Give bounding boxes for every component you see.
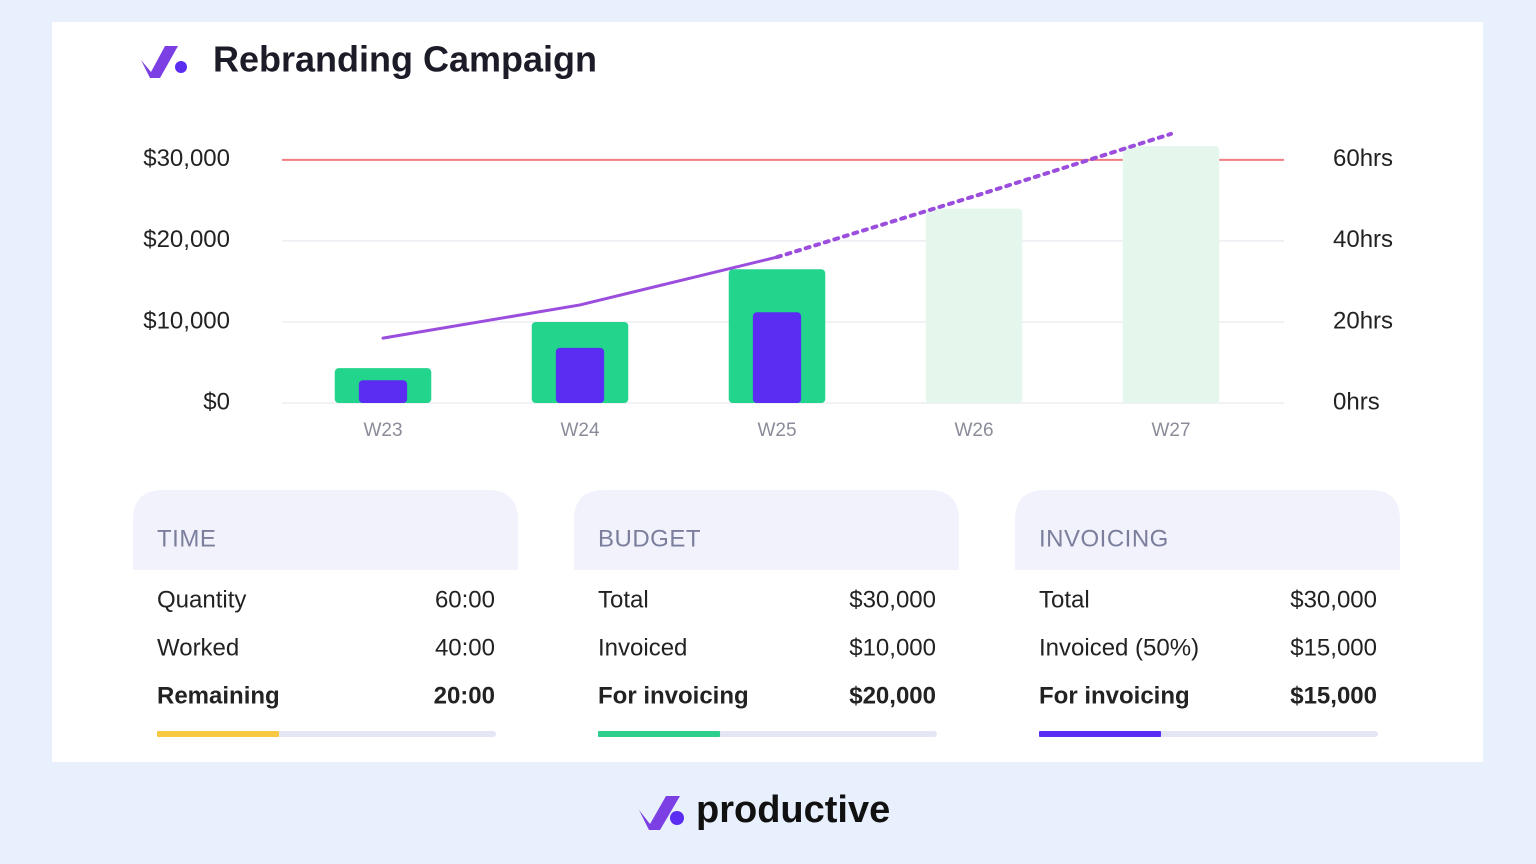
bar — [925, 208, 1023, 403]
row-label: Total — [1039, 586, 1090, 613]
row-label: Invoiced (50%) — [1039, 634, 1199, 661]
panel-header — [574, 490, 959, 570]
x-tick-label: W25 — [757, 420, 796, 441]
row-value: $20,000 — [849, 682, 936, 709]
bar — [358, 380, 408, 403]
bar — [555, 347, 605, 403]
panel-title: INVOICING — [1039, 525, 1169, 552]
row-value: $30,000 — [849, 586, 936, 613]
progress-fill — [1039, 731, 1162, 737]
y-tick-label: $30,000 — [143, 145, 230, 172]
panel-header — [1015, 490, 1400, 570]
panel-title: TIME — [157, 525, 216, 552]
y-tick-label: $10,000 — [143, 307, 230, 334]
line — [381, 255, 779, 340]
row-value: 40:00 — [435, 634, 495, 661]
row-value: $10,000 — [849, 634, 936, 661]
y-tick-label: $20,000 — [143, 226, 230, 253]
panel-title: BUDGET — [598, 525, 701, 552]
x-tick-label: W27 — [1151, 420, 1190, 441]
row-value: $15,000 — [1290, 634, 1377, 661]
row-label: Quantity — [157, 586, 246, 613]
title-logo — [141, 46, 187, 78]
progress-fill — [598, 731, 721, 737]
y2-tick-label: 0hrs — [1333, 388, 1380, 415]
row-label: For invoicing — [598, 682, 749, 709]
x-tick-label: W26 — [954, 420, 993, 441]
row-value: $30,000 — [1290, 586, 1377, 613]
y2-tick-label: 20hrs — [1333, 307, 1393, 334]
line — [775, 131, 1173, 260]
title: Rebranding Campaign — [213, 39, 597, 80]
progress-fill — [157, 731, 280, 737]
y2-tick-label: 60hrs — [1333, 145, 1393, 172]
panel-header — [133, 490, 518, 570]
bar — [1122, 146, 1220, 403]
row-label: For invoicing — [1039, 682, 1190, 709]
row-label: Remaining — [157, 682, 280, 709]
brand: productive — [696, 789, 890, 831]
bar — [752, 312, 802, 403]
x-tick-label: W24 — [560, 420, 600, 441]
row-label: Worked — [157, 634, 239, 661]
y-tick-label: $0 — [203, 388, 230, 415]
row-label: Total — [598, 586, 649, 613]
row-value: 60:00 — [435, 586, 495, 613]
row-value: $15,000 — [1290, 682, 1377, 709]
row-value: 20:00 — [434, 682, 495, 709]
brand-logo — [639, 796, 684, 830]
row-label: Invoiced — [598, 634, 687, 661]
y2-tick-label: 40hrs — [1333, 226, 1393, 253]
x-tick-label: W23 — [363, 420, 402, 441]
